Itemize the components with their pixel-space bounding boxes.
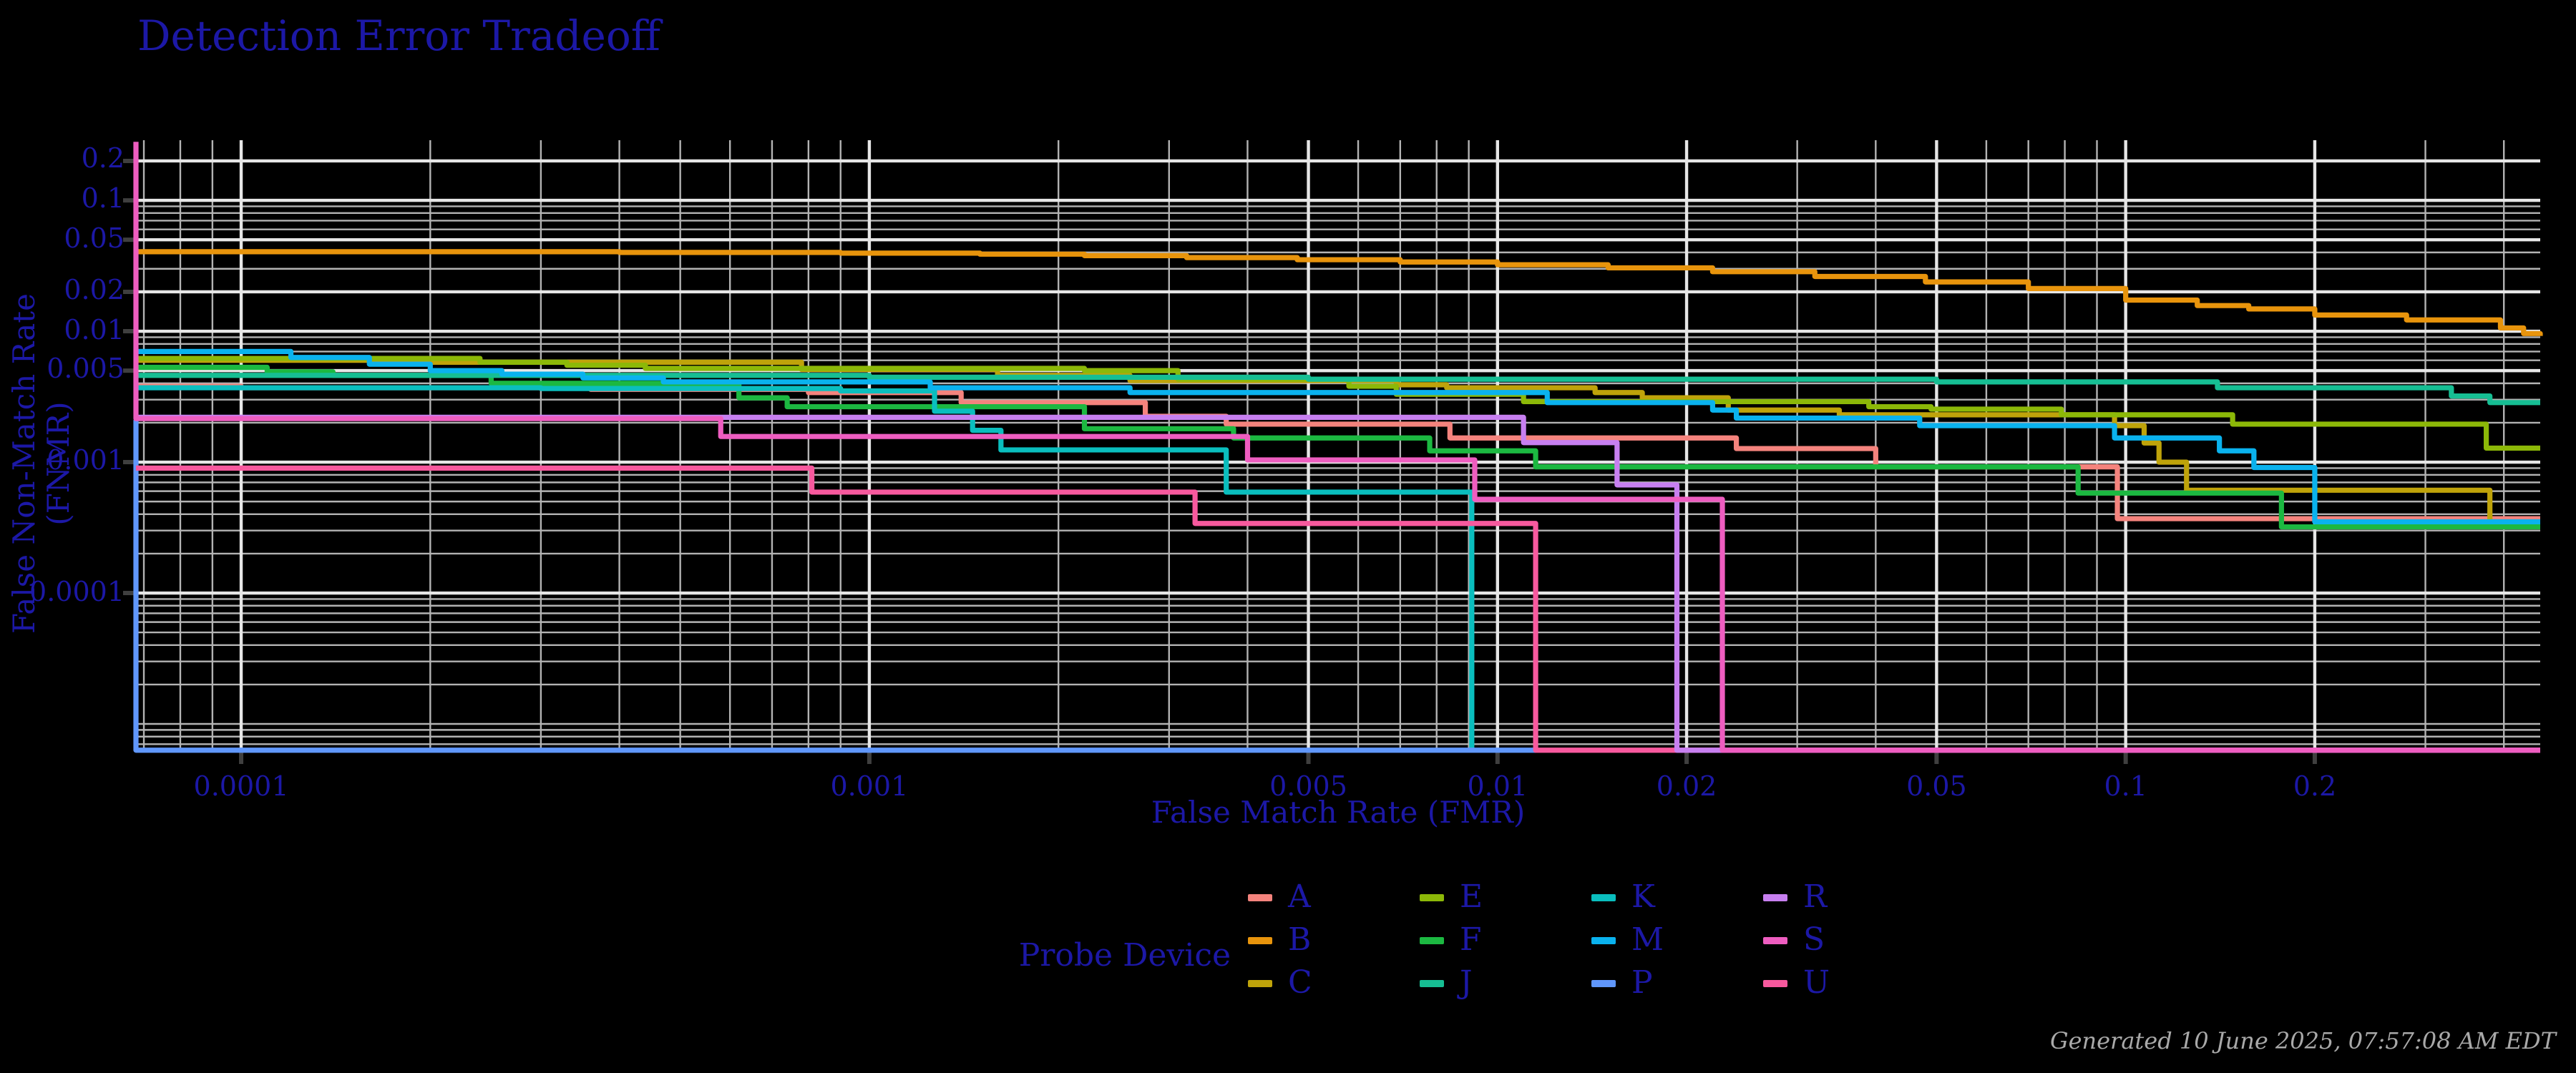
legend-swatch-E [1420,893,1444,901]
legend-label-E: E [1460,879,1483,915]
x-tick-label: 0.2 [2293,771,2337,803]
legend-label-C: C [1288,965,1312,1001]
y-axis-title: False Non-Match Rate (FNMR) [7,293,76,635]
x-tick-label: 0.05 [1906,771,1967,803]
legend-label-J: J [1460,965,1473,1001]
legend-title: Probe Device [1018,939,1231,974]
det-curve-U [136,465,2540,753]
legend-label-M: M [1631,922,1664,958]
y-tick-label: 0.001 [47,445,125,477]
legend-label-A: A [1288,879,1311,915]
det-curve-S [133,142,2540,753]
legend-item-S[interactable]: S [1763,918,1830,961]
y-tick-label: 0.01 [64,314,125,346]
y-tick-label: 0.2 [81,143,125,175]
legend-label-F: F [1460,922,1482,958]
legend-item-K[interactable]: K [1591,876,1664,918]
y-tick-label: 0.005 [47,353,125,386]
det-curve-M [136,348,2540,525]
legend-label-S: S [1803,922,1825,958]
legend-item-F[interactable]: F [1420,918,1483,961]
x-tick-label: 0.0001 [193,771,289,803]
legend-swatch-S [1763,936,1787,944]
legend-label-U: U [1803,965,1830,1001]
legend-swatch-J [1420,979,1444,986]
x-tick-label: 0.02 [1656,771,1717,803]
det-curve-A [136,383,2540,521]
legend-item-R[interactable]: R [1763,876,1830,918]
det-curve-J [136,373,2540,406]
generated-timestamp: Generated 10 June 2025, 07:57:08 AM EDT [2050,1027,2556,1054]
det-curve-K [136,385,1475,750]
legend-label-R: R [1803,879,1828,915]
plot-area: 0.2 0.1 0.05 0.02 0.01 0.005 0.001 0.0001 0.000… [29,140,2543,803]
legend-swatch-P [1591,979,1616,986]
legend-swatch-B [1248,936,1272,944]
legend-label-B: B [1288,922,1312,958]
legend-item-C[interactable]: C [1248,961,1312,1004]
x-tick-label: 0.01 [1467,771,1528,803]
legend-item-B[interactable]: B [1248,918,1312,961]
y-tick-label: 0.02 [64,274,125,306]
det-curve-B [136,249,2543,336]
det-curve-P [133,420,1536,753]
legend-label-K: K [1631,879,1655,915]
y-tick-label: 0.05 [64,222,125,255]
legend-item-A[interactable]: A [1248,876,1312,918]
legend-item-U[interactable]: U [1763,961,1830,1004]
legend-swatch-C [1248,979,1272,986]
legend-swatch-R [1763,893,1787,901]
legend-item-J[interactable]: J [1420,961,1483,1004]
x-tick-label: 0.1 [2104,771,2147,803]
legend-swatch-F [1420,936,1444,944]
legend-swatch-U [1763,979,1787,986]
legend-item-M[interactable]: M [1591,918,1664,961]
legend-swatch-M [1591,936,1616,944]
legend-label-P: P [1631,965,1653,1001]
legend-swatch-A [1248,893,1272,901]
legend-item-P[interactable]: P [1591,961,1664,1004]
x-tick-label: 0.005 [1269,771,1347,803]
plot-canvas [123,140,2543,764]
det-curve-R [136,414,2540,753]
legend-item-E[interactable]: E [1420,876,1483,918]
x-axis-title: False Match Rate (FMR) [1151,795,1526,830]
y-tick-label: 0.1 [81,183,125,215]
y-tick-label: 0.0001 [29,576,125,607]
x-tick-label: 0.001 [830,771,909,803]
legend-swatch-K [1591,893,1616,901]
chart-title: Detection Error Tradeoff [137,11,660,60]
